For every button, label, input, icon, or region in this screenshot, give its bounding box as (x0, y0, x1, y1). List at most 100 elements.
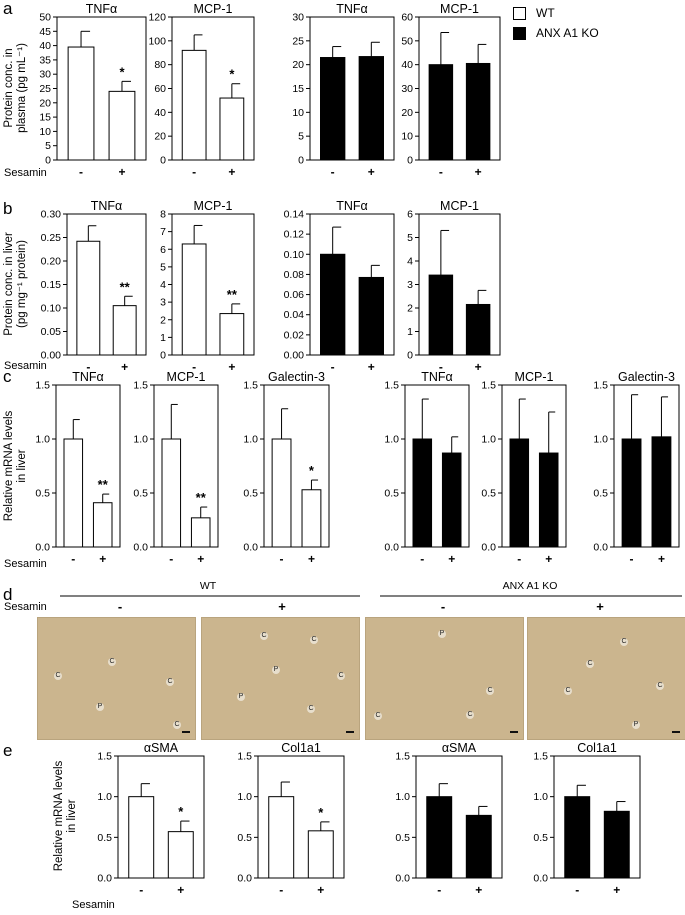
scale-bar (672, 731, 680, 733)
y-tick-label-a1: 50 (39, 12, 51, 24)
y-axis-label-c: Relative mRNA levels (3, 410, 15, 521)
bar-b4-0 (428, 274, 454, 356)
y-tick-label-c1: 1.5 (35, 380, 50, 392)
y-tick-label-e2: 1.0 (237, 791, 252, 803)
x-tick-label-c4: - (420, 552, 424, 566)
y-tick-label-b1: 0.15 (41, 279, 62, 291)
x-tick-label-b2: - (192, 360, 196, 374)
marker-central-vein: C (166, 678, 174, 686)
bar-e4-0 (564, 796, 591, 879)
bar-a2-1 (219, 97, 245, 161)
y-tick-label-a2: 100 (148, 35, 166, 47)
x-tick-label-e1: + (177, 883, 184, 897)
y-tick-label-c3: 0.5 (243, 488, 258, 500)
y-tick-label-b3: 0.10 (284, 249, 305, 261)
bar-c2-0 (161, 438, 182, 548)
x-tick-label-c6: + (658, 552, 665, 566)
y-tick-label-c1: 0.5 (35, 488, 50, 500)
x-tick-label-a2: - (192, 165, 196, 179)
x-tick-label-a1: - (79, 165, 83, 179)
marker-central-vein: C (108, 658, 116, 666)
plot-frame-c6 (613, 384, 680, 548)
y-tick-label-a2: 40 (154, 107, 166, 119)
panel-d-tick: - (441, 599, 445, 614)
plot-frame-c4 (404, 384, 470, 548)
panel-letter-a: a (3, 0, 13, 18)
y-axis-label-b: (pg mg⁻¹ protein) (16, 240, 28, 328)
chart-title-c1: TNFα (72, 370, 104, 384)
bar-a3-0 (320, 57, 346, 161)
y-tick-label-c4: 0.5 (384, 488, 399, 500)
panel-d-tick: + (596, 599, 604, 614)
marker-central-vein: C (173, 721, 181, 729)
marker-portal-vein: P (96, 703, 104, 711)
y-tick-label-a4: 20 (401, 107, 413, 119)
y-tick-label-a3: 5 (298, 131, 304, 143)
y-tick-label-c5: 0.5 (481, 488, 496, 500)
y-tick-label-b4: 2 (407, 303, 413, 315)
bar-c5-1 (538, 452, 559, 548)
y-tick-label-b2: 1 (160, 332, 166, 344)
y-tick-label-a1: 10 (39, 126, 51, 138)
x-tick-label-e4: - (575, 883, 579, 897)
x-tick-label-e4: + (613, 883, 620, 897)
plot-frame-c1 (55, 384, 121, 548)
bar-c1-1 (92, 502, 113, 548)
y-tick-label-a1: 30 (39, 69, 51, 81)
chart-title-b2: MCP-1 (194, 199, 233, 213)
x-tick-label-e3: - (437, 883, 441, 897)
plot-frame-c2 (153, 384, 219, 548)
y-tick-label-e1: 1.0 (97, 791, 112, 803)
x-tick-label-b4: - (439, 360, 443, 374)
sesamin-label: Sesamin (4, 167, 47, 179)
marker-central-vein: C (656, 682, 664, 690)
y-axis-label-a: plasma (pg mL⁻¹) (16, 43, 28, 133)
bar-e2-1 (307, 830, 334, 879)
y-tick-label-a2: 0 (160, 155, 166, 167)
y-tick-label-a4: 0 (407, 155, 413, 167)
y-tick-label-b3: 0.14 (284, 209, 305, 221)
significance-b1: ** (120, 279, 131, 294)
y-tick-label-a4: 30 (401, 83, 413, 95)
bar-b2-1 (219, 313, 245, 356)
chart-title-e4: Col1a1 (577, 741, 617, 755)
y-axis-label-e: Relative mRNA levels (53, 760, 65, 871)
y-tick-label-e3: 1.0 (395, 791, 410, 803)
y-tick-label-c2: 1.5 (133, 380, 148, 392)
y-tick-label-c6: 1.5 (593, 380, 608, 392)
plot-frame-c5 (501, 384, 567, 548)
chart-title-b1: TNFα (91, 199, 123, 213)
y-axis-label-b: Protein conc. in liver (3, 232, 15, 336)
x-tick-label-a3: - (331, 165, 335, 179)
y-tick-label-e4: 0.5 (533, 832, 548, 844)
x-tick-label-b4: + (475, 360, 482, 374)
y-tick-label-e3: 0.5 (395, 832, 410, 844)
legend-item-ko: ANX A1 KO (513, 23, 673, 43)
x-tick-label-a3: + (368, 165, 375, 179)
scale-bar (182, 731, 190, 733)
x-tick-label-c1: - (71, 552, 75, 566)
legend-label-wt: WT (536, 6, 555, 20)
chart-title-a2: MCP-1 (194, 2, 233, 16)
chart-title-b3: TNFα (336, 199, 368, 213)
bar-b1-1 (112, 305, 137, 356)
significance-c1: ** (98, 477, 109, 492)
chart-title-a1: TNFα (86, 2, 118, 16)
y-tick-label-b4: 6 (407, 209, 413, 221)
y-tick-label-b4: 4 (407, 256, 413, 268)
significance-a2: * (229, 67, 235, 82)
chart-title-c4: TNFα (421, 370, 453, 384)
x-tick-label-b1: - (86, 360, 90, 374)
y-tick-label-c4: 1.0 (384, 434, 399, 446)
x-tick-label-c1: + (99, 552, 106, 566)
marker-portal-vein: P (272, 666, 280, 674)
bar-a3-1 (358, 56, 385, 161)
bar-e1-1 (167, 831, 194, 879)
x-tick-label-a4: + (475, 165, 482, 179)
group-label-ko: ANX A1 KO (503, 580, 558, 592)
bar-a2-0 (181, 49, 207, 161)
micrograph-wt-sesamin: C C P C P C (201, 617, 360, 740)
y-tick-label-e2: 1.5 (237, 751, 252, 763)
x-tick-label-b2: + (228, 360, 235, 374)
marker-central-vein: C (54, 672, 62, 680)
